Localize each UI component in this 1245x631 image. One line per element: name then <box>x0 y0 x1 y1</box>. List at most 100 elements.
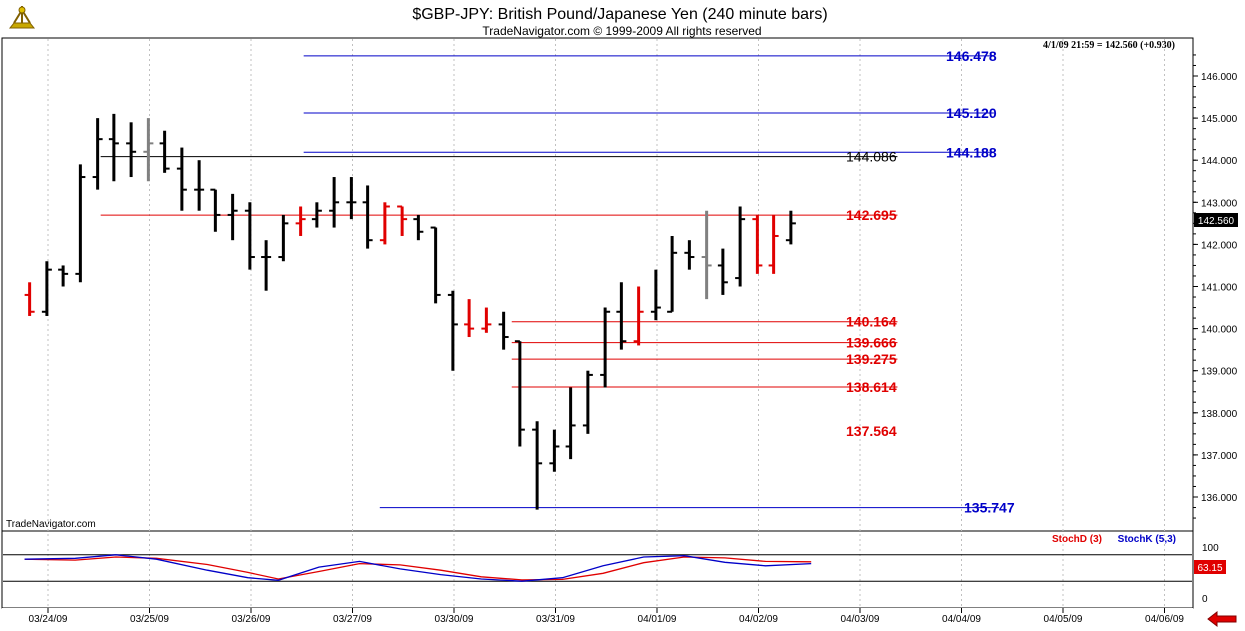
ohlc-bar <box>498 311 509 350</box>
level-label: 135.747 <box>964 500 1015 516</box>
ohlc-bar <box>261 240 272 291</box>
price-axis: 136.000 137.000 138.000 139.000 140.000 141.0… <box>1193 54 1238 519</box>
date-tick-label: 04/05/09 <box>1044 614 1083 625</box>
date-axis: 03/24/09 03/25/09 03/26/09 03/27/09 03/30/09… <box>29 608 1184 625</box>
date-tick-label: 03/26/09 <box>232 614 271 625</box>
ohlc-bar <box>58 265 69 287</box>
status-readout: 4/1/09 21:59 = 142.560 (+0.930) <box>1043 40 1175 51</box>
x-axis-bar <box>2 608 1193 631</box>
date-tick-label: 03/25/09 <box>130 614 169 625</box>
ohlc-bar <box>582 370 593 434</box>
ohlc-bar <box>278 214 289 262</box>
ohlc-bar <box>41 261 52 316</box>
level-label: 142.695 <box>846 207 897 223</box>
stoch-d-legend: StochD (3) <box>1052 534 1102 545</box>
date-tick-label: 03/27/09 <box>333 614 372 625</box>
level-label: 146.478 <box>946 48 997 64</box>
ohlc-bar <box>667 235 678 313</box>
ohlc-bar <box>413 214 424 241</box>
ohlc-bar <box>108 113 119 182</box>
date-tick-label: 03/31/09 <box>536 614 575 625</box>
ohlc-bars <box>24 113 796 510</box>
ohlc-bar <box>346 177 357 220</box>
left-arrow-icon <box>1207 610 1237 628</box>
stoch-tick-100: 100 <box>1202 543 1219 554</box>
stoch-panel <box>1 530 1194 609</box>
level-label: 139.275 <box>846 351 897 367</box>
last-price-label: 142.560 <box>1198 216 1235 227</box>
ohlc-bar <box>532 421 543 510</box>
price-tick-label: 141.000 <box>1201 283 1238 294</box>
stoch-tick-0: 0 <box>1202 594 1208 605</box>
ohlc-bar <box>616 282 627 350</box>
ohlc-bar <box>464 299 475 338</box>
logo <box>8 6 36 29</box>
price-tick-label: 142.000 <box>1201 240 1238 251</box>
level-label: 144.086 <box>846 149 897 165</box>
chart-title: $GBP-JPY: British Pound/Japanese Yen (24… <box>412 6 827 23</box>
date-tick-label: 04/03/09 <box>841 614 880 625</box>
ohlc-bar <box>735 206 746 287</box>
ohlc-bar <box>92 118 103 190</box>
sextant-icon <box>8 6 36 29</box>
ohlc-bar <box>549 429 560 472</box>
ohlc-bar <box>768 214 779 274</box>
ohlc-bar <box>430 226 441 304</box>
copyright: TradeNavigator.com © 1999-2009 All right… <box>482 24 761 38</box>
ohlc-bar <box>600 307 611 388</box>
ohlc-bar <box>565 387 576 460</box>
ohlc-bar <box>362 185 373 249</box>
ohlc-bar <box>329 177 340 228</box>
ohlc-bar <box>176 147 187 211</box>
ohlc-bar <box>295 206 306 236</box>
price-tick-label: 138.000 <box>1201 409 1238 420</box>
last-price-tag: 142.560 <box>1194 213 1238 227</box>
ohlc-bar <box>481 307 492 333</box>
date-tick-label: 04/04/09 <box>942 614 981 625</box>
price-tick-label: 145.000 <box>1201 114 1238 125</box>
ohlc-bar <box>159 130 170 173</box>
ohlc-bar <box>447 290 458 371</box>
date-tick-label: 03/30/09 <box>435 614 474 625</box>
ohlc-bar <box>397 205 408 236</box>
price-tick-label: 140.000 <box>1201 325 1238 336</box>
ohlc-bar <box>650 269 661 321</box>
price-tick-label: 144.000 <box>1201 156 1238 167</box>
stoch-k-line <box>24 554 812 582</box>
ohlc-bar <box>717 248 728 295</box>
watermark: TradeNavigator.com <box>6 519 96 530</box>
ohlc-bar <box>633 286 644 346</box>
ohlc-bar <box>75 164 86 283</box>
level-label: 140.164 <box>846 314 897 330</box>
stoch-last-tag: 63.15 <box>1194 560 1226 574</box>
ohlc-bar <box>379 202 390 245</box>
stoch-last-label: 63.15 <box>1197 563 1222 574</box>
ohlc-bar <box>194 160 205 211</box>
price-tick-label: 143.000 <box>1201 198 1238 209</box>
scroll-right-button[interactable] <box>1207 610 1237 628</box>
ohlc-bar <box>785 210 796 245</box>
ohlc-bar <box>244 202 255 270</box>
ohlc-bar <box>752 214 763 274</box>
level-label: 145.120 <box>946 105 997 121</box>
ohlc-bar <box>210 188 221 232</box>
stochastic-indicator <box>3 554 1192 582</box>
price-tick-label: 137.000 <box>1201 451 1238 462</box>
price-levels: 146.478 145.120 144.188 144.086 142.695 140.1… <box>100 48 1015 516</box>
ohlc-bar <box>126 122 137 178</box>
ohlc-bar <box>514 340 525 447</box>
date-tick-label: 04/02/09 <box>739 614 778 625</box>
ohlc-bar <box>701 210 712 300</box>
level-label: 144.188 <box>946 144 997 160</box>
level-label: 139.666 <box>846 335 897 351</box>
price-tick-label: 146.000 <box>1201 72 1238 83</box>
stoch-k-legend: StochK (5,3) <box>1118 534 1176 545</box>
level-label: 137.564 <box>846 423 897 439</box>
ohlc-bar <box>24 282 35 316</box>
ohlc-bar <box>311 202 322 228</box>
ohlc-bar <box>227 193 238 241</box>
ohlc-bar <box>684 240 695 270</box>
date-tick-label: 04/01/09 <box>638 614 677 625</box>
level-label: 138.614 <box>846 379 897 395</box>
